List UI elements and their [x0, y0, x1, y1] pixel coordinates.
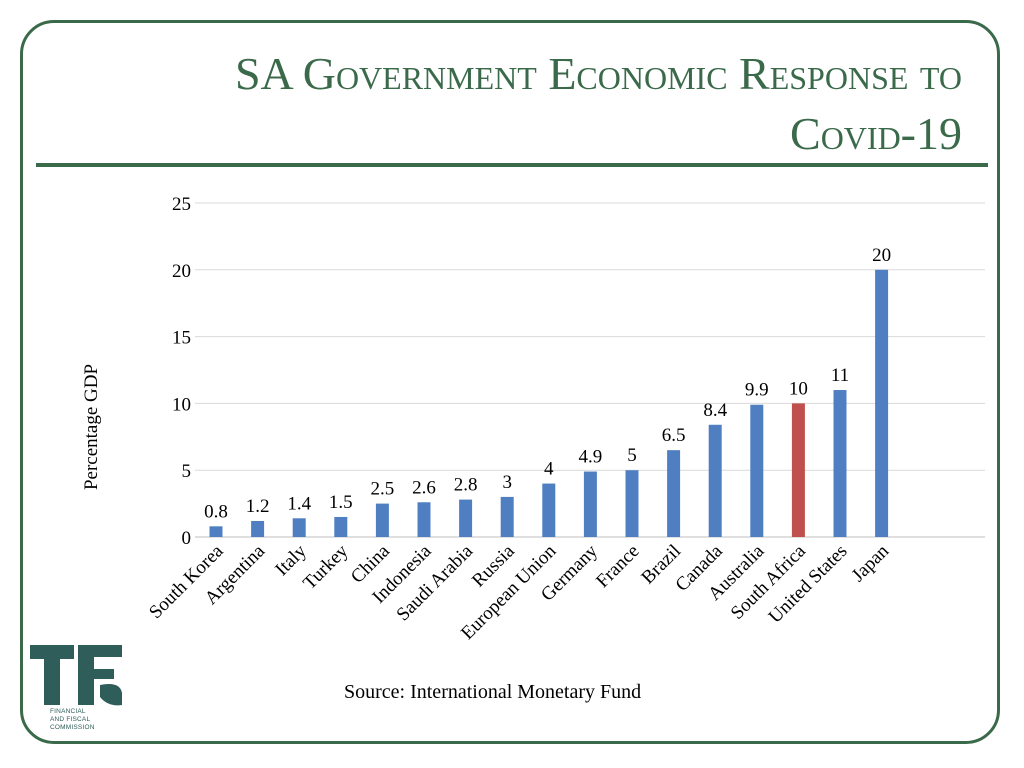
- y-tick-label: 15: [172, 328, 191, 349]
- bar: [209, 526, 223, 537]
- bar: [708, 424, 722, 537]
- data-label: 2.8: [454, 475, 478, 496]
- data-label: 2.5: [371, 479, 395, 500]
- data-label: 0.8: [204, 501, 228, 522]
- bar: [750, 404, 764, 537]
- x-tick-label: France: [592, 541, 643, 592]
- bar: [334, 516, 348, 537]
- data-label: 4: [544, 459, 554, 480]
- y-tick-label: 10: [172, 394, 191, 415]
- bar: [875, 269, 889, 537]
- data-label: 1.5: [329, 492, 353, 513]
- logo-text-line: COMMISSION: [50, 724, 95, 731]
- bar: [625, 470, 639, 537]
- x-tick-label: Japan: [848, 540, 894, 586]
- data-label: 20: [872, 245, 891, 266]
- title-line-2: Covid-19: [790, 108, 962, 159]
- data-label: 11: [831, 365, 849, 386]
- y-tick-label: 5: [182, 461, 192, 482]
- source-caption: Source: International Monetary Fund: [344, 681, 642, 703]
- x-tick-label: Turkey: [299, 540, 353, 594]
- y-tick-label: 20: [172, 261, 191, 282]
- data-label: 8.4: [703, 400, 727, 421]
- data-label: 4.9: [579, 447, 603, 468]
- logo-text: FINANCIAL AND FISCAL COMMISSION: [50, 708, 95, 732]
- bar: [791, 403, 805, 537]
- data-label: 10: [789, 378, 808, 399]
- bar: [251, 520, 265, 537]
- slide-frame: [20, 20, 1000, 744]
- bar: [542, 483, 556, 537]
- data-label: 1.2: [246, 496, 270, 517]
- data-label: 1.4: [287, 493, 311, 514]
- data-label: 9.9: [745, 380, 769, 401]
- title-line-1: SA Government Economic Response to: [234, 48, 962, 99]
- ffc-logo-icon: [30, 645, 122, 706]
- logo-text-line: AND FISCAL: [50, 716, 91, 723]
- data-label: 6.5: [662, 425, 686, 446]
- bar: [375, 503, 389, 537]
- bar: [667, 450, 681, 537]
- bar: [500, 496, 514, 537]
- data-label: 3: [502, 472, 512, 493]
- bar: [583, 471, 597, 537]
- title-divider: [36, 163, 988, 167]
- logo-text-line: FINANCIAL: [50, 708, 86, 715]
- bar: [459, 499, 473, 537]
- bar: [833, 390, 847, 537]
- data-label: 2.6: [412, 477, 436, 498]
- slide-title: SA Government Economic Response to Covid…: [62, 44, 962, 164]
- bar: [292, 518, 306, 537]
- data-label: 5: [627, 445, 637, 466]
- bar: [417, 502, 431, 537]
- y-tick-label: 0: [182, 528, 192, 549]
- y-axis-label: Percentage GDP: [81, 364, 102, 490]
- y-tick-label: 25: [172, 194, 191, 215]
